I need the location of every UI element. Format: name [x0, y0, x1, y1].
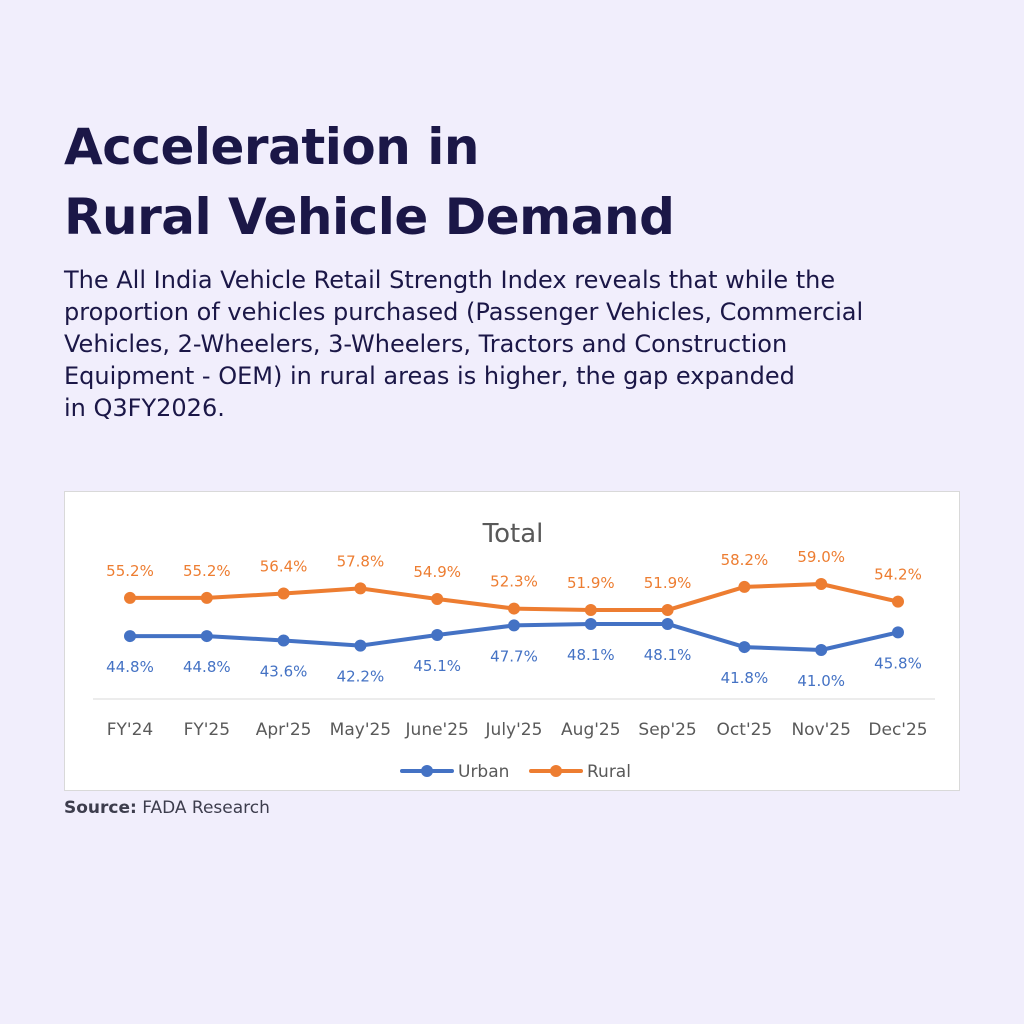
- data-label-urban: 45.8%: [874, 654, 922, 672]
- data-point-rural: [200, 591, 213, 604]
- data-point-urban: [124, 630, 136, 643]
- x-tick-label: FY'24: [107, 720, 153, 740]
- data-point-rural: [354, 582, 367, 595]
- x-tick-label: May'25: [330, 720, 391, 740]
- data-label-urban: 41.8%: [721, 669, 769, 687]
- data-label-rural: 51.9%: [567, 574, 615, 592]
- description-line-3: Vehicles, 2-Wheelers, 3-Wheelers, Tracto…: [64, 330, 788, 358]
- legend-label-urban: Urban: [458, 762, 509, 782]
- data-label-rural: 55.2%: [183, 562, 231, 580]
- data-label-urban: 44.8%: [106, 658, 154, 676]
- data-label-rural: 54.9%: [413, 563, 461, 581]
- data-point-rural: [584, 604, 597, 617]
- data-point-rural: [431, 593, 444, 606]
- data-label-rural: 56.4%: [260, 558, 308, 576]
- data-label-rural: 54.2%: [874, 566, 922, 584]
- data-point-urban: [277, 634, 290, 647]
- data-point-rural: [661, 604, 674, 617]
- data-label-urban: 48.1%: [567, 646, 615, 664]
- data-point-rural: [738, 580, 751, 593]
- x-tick-label: Sep'25: [638, 720, 696, 740]
- data-point-urban: [738, 641, 751, 654]
- data-label-urban: 41.0%: [797, 672, 845, 690]
- source-note: Source: FADA Research: [64, 798, 270, 818]
- data-point-urban: [815, 644, 828, 656]
- legend-marker-urban: [421, 765, 433, 777]
- x-tick-label: Apr'25: [256, 720, 312, 740]
- source-text: FADA Research: [142, 798, 270, 818]
- data-point-urban: [892, 626, 904, 639]
- data-point-urban: [200, 630, 213, 643]
- x-tick-label: FY'25: [184, 720, 230, 740]
- x-tick-label: Oct'25: [717, 720, 773, 740]
- data-label-urban: 48.1%: [644, 646, 692, 664]
- x-tick-label: June'25: [405, 720, 469, 740]
- page-title: Acceleration in Rural Vehicle Demand: [64, 112, 964, 252]
- data-label-rural: 51.9%: [644, 574, 692, 592]
- data-point-rural: [815, 578, 828, 590]
- data-label-urban: 42.2%: [337, 668, 385, 686]
- data-label-rural: 57.8%: [337, 552, 385, 570]
- legend-marker-rural: [550, 765, 562, 777]
- x-tick-label: Aug'25: [561, 720, 621, 740]
- data-point-urban: [661, 617, 674, 630]
- data-point-urban: [584, 617, 597, 630]
- data-point-urban: [431, 628, 444, 641]
- chart-panel: Total FY'24 FY'25 Apr'25 May'25 June'25 July'2…: [64, 491, 960, 791]
- x-tick-label: Nov'25: [791, 720, 850, 740]
- data-point-rural: [892, 595, 904, 608]
- title-line-2: Rural Vehicle Demand: [64, 188, 675, 246]
- title-line-1: Acceleration in: [64, 118, 479, 176]
- data-point-urban: [354, 639, 367, 652]
- data-label-urban: 43.6%: [260, 662, 308, 680]
- data-label-urban: 45.1%: [413, 657, 461, 675]
- description: The All India Vehicle Retail Strength In…: [64, 264, 984, 424]
- data-label-urban: 47.7%: [490, 647, 538, 665]
- legend-label-rural: Rural: [587, 762, 631, 782]
- data-label-rural: 55.2%: [106, 562, 154, 580]
- description-line-4: Equipment - OEM) in rural areas is highe…: [64, 362, 795, 390]
- data-point-rural: [508, 602, 520, 615]
- description-line-2: proportion of vehicles purchased (Passen…: [64, 298, 864, 326]
- x-tick-label: Dec'25: [868, 720, 927, 740]
- data-point-rural: [124, 591, 136, 604]
- chart-title: Total: [482, 519, 544, 549]
- source-label: Source:: [64, 798, 137, 818]
- data-point-rural: [277, 587, 290, 600]
- line-chart: Total FY'24 FY'25 Apr'25 May'25 June'25 July'2…: [93, 519, 935, 782]
- description-line-5: in Q3FY2026.: [64, 394, 225, 422]
- data-point-urban: [508, 619, 520, 632]
- data-label-urban: 44.8%: [183, 658, 231, 676]
- data-label-rural: 58.2%: [721, 551, 769, 569]
- data-label-rural: 52.3%: [490, 573, 538, 591]
- data-label-rural: 59.0%: [797, 548, 845, 566]
- x-tick-label: July'25: [485, 720, 543, 740]
- description-line-1: The All India Vehicle Retail Strength In…: [64, 266, 836, 294]
